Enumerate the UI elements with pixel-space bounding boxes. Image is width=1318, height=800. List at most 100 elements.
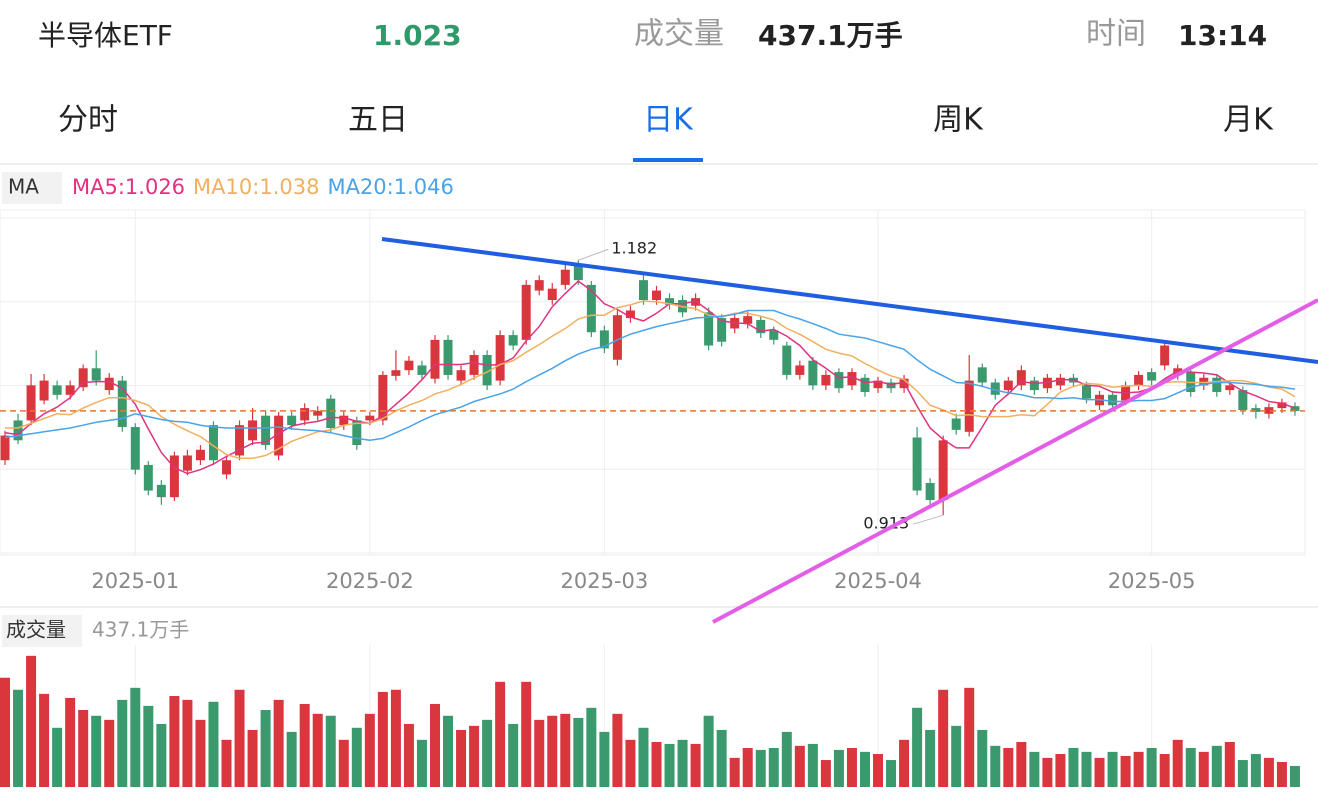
candle-body (52, 385, 62, 395)
volume-bar (925, 729, 936, 787)
candle-body (1160, 345, 1170, 366)
legend-entry: MA10:1.038 (193, 175, 319, 199)
volume-bar (1042, 757, 1053, 787)
candle-body (482, 355, 492, 386)
volume-bar (482, 719, 493, 787)
candle-body (704, 312, 714, 346)
volume-bar (534, 719, 545, 787)
candle-body (1199, 377, 1209, 386)
volume-bar (403, 723, 414, 787)
candle-body (143, 464, 153, 491)
volume-bar (755, 749, 766, 787)
candle-body (339, 415, 349, 426)
candle-body (1016, 370, 1026, 386)
time-label: 时间 (1086, 17, 1146, 52)
candle-body (521, 284, 531, 340)
candle-body (78, 368, 88, 388)
volume-bar (612, 713, 623, 787)
candle-body (964, 380, 974, 432)
candle-body (599, 330, 609, 349)
tab[interactable]: 五日 (348, 103, 408, 138)
tab[interactable]: 日K (643, 103, 694, 138)
candle-body (39, 380, 49, 401)
volume-bar (1289, 765, 1300, 787)
volume-bar (156, 723, 167, 787)
candle-body (495, 335, 505, 381)
candle-body (1147, 372, 1157, 381)
candle-body (951, 418, 961, 430)
x-tick-label: 2025-01 (91, 569, 179, 593)
volume-bar (338, 739, 349, 787)
volume-bar (781, 731, 792, 787)
time-value: 13:14 (1178, 19, 1267, 52)
candle-body (1212, 377, 1222, 392)
volume-bar (390, 689, 401, 787)
candle-body (534, 280, 544, 291)
candle-body (717, 318, 727, 342)
candle-body (404, 360, 414, 371)
volume-bar (742, 748, 753, 787)
ma-line (4, 309, 1296, 442)
volume-bar (1107, 751, 1118, 787)
volume-bar (703, 715, 714, 787)
tab[interactable]: 分时 (58, 103, 118, 138)
candle-body (638, 280, 648, 301)
volume-bar (182, 699, 193, 787)
candle-body (1238, 390, 1248, 410)
candle-body (287, 415, 297, 426)
candle-body (261, 415, 271, 446)
volume-bar (39, 693, 50, 787)
tab[interactable]: 周K (933, 103, 984, 138)
candle-body (625, 310, 635, 319)
volume-bar (690, 743, 701, 787)
volume-bar (221, 739, 232, 787)
volume-bar (117, 699, 128, 787)
candle-body (352, 420, 362, 446)
volume-bar (1120, 755, 1131, 787)
trend-line (712, 298, 1318, 624)
volume-bar (729, 757, 740, 787)
candle-body (912, 437, 922, 491)
tab[interactable]: 月K (1223, 103, 1274, 138)
candle-body (443, 339, 453, 375)
volume-bar (586, 707, 597, 787)
candle-body (886, 382, 896, 389)
volume-panel-value: 437.1万手 (92, 618, 189, 642)
candle-body (547, 288, 557, 301)
candle-body (182, 455, 192, 471)
candle-body (573, 264, 583, 281)
volume-bar (1185, 748, 1196, 787)
candle-body (925, 482, 935, 501)
candle-body (222, 460, 232, 475)
trend-line (381, 237, 1318, 364)
candle-body (469, 355, 479, 375)
volume-bar (104, 719, 115, 787)
candle-body (586, 284, 596, 333)
volume-bar (521, 681, 532, 787)
candle-body (391, 370, 401, 376)
volume-bar (912, 707, 923, 787)
candle-body (665, 298, 675, 305)
grid: 2025-01 2025-02 2025-03 2025-04 2025-05 (0, 210, 1305, 787)
x-tick-label: 2025-05 (1108, 569, 1196, 593)
volume-bar (52, 727, 63, 787)
candle-body (756, 319, 766, 334)
volume-bar (1081, 751, 1092, 787)
volume-bar (638, 727, 649, 787)
volume-bar (234, 689, 245, 787)
candle-body (847, 372, 857, 386)
candle-body (508, 335, 518, 346)
volume-bar (1159, 754, 1170, 787)
max-label: 1.182 (611, 239, 657, 258)
candle-body (743, 316, 753, 324)
volume-bar (938, 689, 949, 787)
candle-body (235, 425, 245, 456)
volume-bar (1094, 757, 1105, 787)
candle-body (782, 345, 792, 375)
volume-bar (833, 749, 844, 787)
volume-box (2, 615, 82, 647)
volume-bar (286, 731, 297, 787)
candle-body (977, 367, 987, 383)
candle-body (208, 425, 218, 461)
candle-body (26, 385, 36, 421)
